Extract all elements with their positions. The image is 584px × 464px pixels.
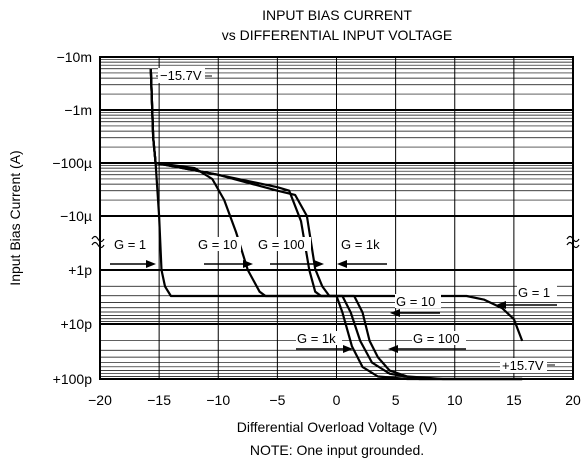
x-tick-label: 10 bbox=[447, 392, 463, 408]
y-tick-label: +1p bbox=[68, 262, 92, 278]
axis-break-right bbox=[566, 235, 580, 249]
x-tick-label: −20 bbox=[88, 392, 112, 408]
chart-title-line2: vs DIFFERENTIAL INPUT VOLTAGE bbox=[222, 27, 453, 43]
label-g1-right: G = 1 bbox=[518, 285, 550, 300]
x-tick-label: 20 bbox=[565, 392, 581, 408]
x-tick-label: −5 bbox=[269, 392, 285, 408]
series-line bbox=[149, 68, 523, 381]
chart-note: NOTE: One input grounded. bbox=[250, 442, 424, 458]
y-tick-label: −1m bbox=[64, 102, 92, 118]
rail-pos-label: +15.7V bbox=[502, 358, 544, 373]
y-tick-label: +10p bbox=[60, 316, 92, 332]
y-tick-label: −10µ bbox=[60, 208, 92, 224]
series-line bbox=[149, 68, 523, 381]
annotations-group: −15.7V +15.7V G = 1 G = 10 G = 100 G = 1… bbox=[91, 68, 580, 373]
label-g1k-left: G = 1k bbox=[341, 237, 380, 252]
axis-break-left bbox=[91, 235, 105, 249]
x-tick-label: −15 bbox=[147, 392, 171, 408]
y-tick-label: −10m bbox=[57, 49, 92, 65]
label-g1-left: G = 1 bbox=[114, 237, 146, 252]
y-tick-label: −100µ bbox=[52, 155, 92, 171]
label-g10-left: G = 10 bbox=[198, 237, 237, 252]
y-axis-label: Input Bias Current (A) bbox=[7, 150, 23, 285]
rail-neg-label: −15.7V bbox=[160, 68, 202, 83]
y-tick-labels: −10m −1m −100µ −10µ +1p +10p +100p bbox=[52, 49, 92, 387]
x-axis-label: Differential Overload Voltage (V) bbox=[237, 419, 438, 435]
y-tick-label: +100p bbox=[53, 371, 93, 387]
curves-group bbox=[149, 68, 524, 381]
label-g1k-lower: G = 1k bbox=[297, 331, 336, 346]
x-tick-labels: −20 −15 −10 −5 0 5 10 15 20 bbox=[88, 392, 581, 408]
x-tick-label: 5 bbox=[392, 392, 400, 408]
plot-frame bbox=[99, 56, 574, 380]
x-tick-label: 0 bbox=[333, 392, 341, 408]
x-tick-label: 15 bbox=[506, 392, 522, 408]
label-g10-right: G = 10 bbox=[396, 294, 435, 309]
label-g100-left: G = 100 bbox=[258, 237, 305, 252]
label-g100-lower: G = 100 bbox=[413, 331, 460, 346]
x-tick-label: −10 bbox=[206, 392, 230, 408]
plot-grid bbox=[100, 57, 573, 379]
chart-title-line1: INPUT BIAS CURRENT bbox=[262, 7, 412, 23]
